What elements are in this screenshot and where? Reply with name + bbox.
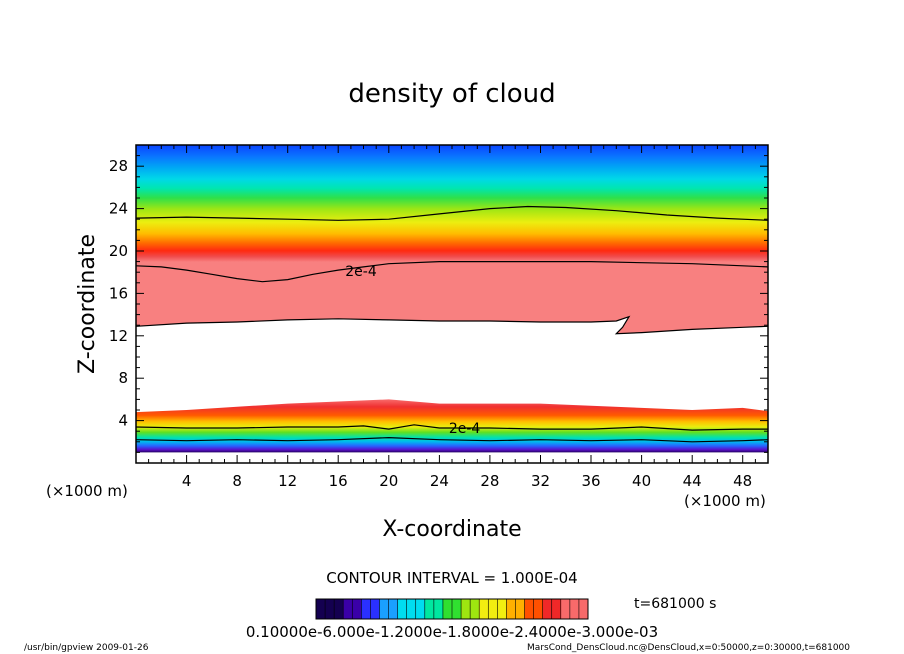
footer-left: /usr/bin/gpview 2009-01-26 (24, 643, 149, 653)
x-tick-label: 24 (430, 472, 449, 490)
color-bar-cell (361, 599, 371, 619)
color-bar-cell (551, 599, 562, 619)
color-bar-cell (325, 599, 335, 619)
contour-line-1e-4 (136, 205, 768, 221)
contour-label: 2e-4 (345, 264, 377, 280)
color-bar-cell (424, 599, 435, 619)
y-tick-label: 4 (118, 412, 128, 430)
x-tick-label: 20 (379, 472, 398, 490)
footer-right: MarsCond_DensCloud.nc@DensCloud,x=0:5000… (527, 643, 850, 653)
y-axis-tick-labels: 4 8 12 16 20 24 28 (109, 157, 128, 429)
color-bar-cell (433, 599, 444, 619)
color-bar-tick-labels: 0.10000e-6.000e-1.2000e-1.8000e-2.4000e-… (246, 623, 658, 641)
color-bar-cell (461, 599, 471, 619)
color-bar-cell (316, 599, 326, 619)
color-bar-cell (334, 599, 344, 619)
color-bar-cell (542, 599, 553, 619)
contour-line-2e-4 (136, 424, 768, 431)
x-tick-label: 36 (581, 472, 600, 490)
contour-line-1e-4 (136, 436, 768, 443)
contour-lines: 2e-4 2e-4 (136, 205, 768, 443)
y-axis-unit: (×1000 m) (46, 482, 128, 500)
color-bar-cell (560, 599, 571, 619)
contour-interval-label: CONTOUR INTERVAL = 1.000E-04 (326, 569, 577, 587)
color-bar-frame (315, 598, 589, 620)
contour-label: 2e-4 (449, 421, 481, 437)
color-bar-cell (379, 599, 389, 619)
y-tick-label: 12 (109, 327, 128, 345)
color-bar-cell (406, 599, 417, 619)
lower-cloud-band (136, 399, 768, 453)
y-tick-label: 24 (109, 200, 128, 218)
color-bar-cell (343, 599, 353, 619)
color-bar-cell (479, 599, 489, 619)
color-bar-cell (415, 599, 426, 619)
x-tick-label: 8 (232, 472, 242, 490)
x-tick-label: 28 (480, 472, 499, 490)
x-tick-label: 16 (329, 472, 348, 490)
color-bar-cell (397, 599, 408, 619)
color-bar-cell (578, 599, 589, 619)
axis-ticks (135, 144, 769, 464)
x-tick-label: 44 (683, 472, 702, 490)
x-axis-label: X-coordinate (382, 517, 521, 542)
heatmap-field (136, 145, 768, 453)
x-axis-unit: (×1000 m) (684, 492, 766, 510)
color-bar-cell (452, 599, 462, 619)
color-bar-cell (442, 599, 453, 619)
color-bar-cell (497, 599, 507, 619)
y-tick-label: 8 (118, 369, 128, 387)
color-bar (315, 599, 589, 619)
time-label: t=681000 s (634, 596, 716, 612)
contour-line-2e-4 (136, 261, 768, 283)
x-tick-label: 32 (531, 472, 550, 490)
contour-line-1e-4 (136, 315, 768, 335)
y-axis-label: Z-coordinate (75, 234, 100, 374)
color-bar-cell (524, 599, 534, 619)
x-tick-label: 48 (733, 472, 752, 490)
y-tick-label: 28 (109, 157, 128, 175)
x-axis-tick-labels: 4 8 12 16 20 24 28 32 36 40 44 48 (182, 472, 752, 490)
color-bar-cell (388, 599, 398, 619)
upper-cloud-band (136, 145, 768, 334)
color-bar-cell (569, 599, 580, 619)
x-tick-label: 40 (632, 472, 651, 490)
y-tick-label: 20 (109, 242, 128, 260)
color-bar-cell (352, 599, 362, 619)
color-bar-cell (533, 599, 544, 619)
x-tick-label: 12 (278, 472, 297, 490)
x-tick-label: 4 (182, 472, 192, 490)
color-bar-cell (370, 599, 380, 619)
y-tick-label: 16 (109, 284, 128, 302)
color-bar-cell (515, 599, 525, 619)
chart-title: density of cloud (348, 79, 555, 109)
color-bar-cell (506, 599, 516, 619)
color-bar-cell (488, 599, 498, 619)
color-bar-cell (470, 599, 480, 619)
